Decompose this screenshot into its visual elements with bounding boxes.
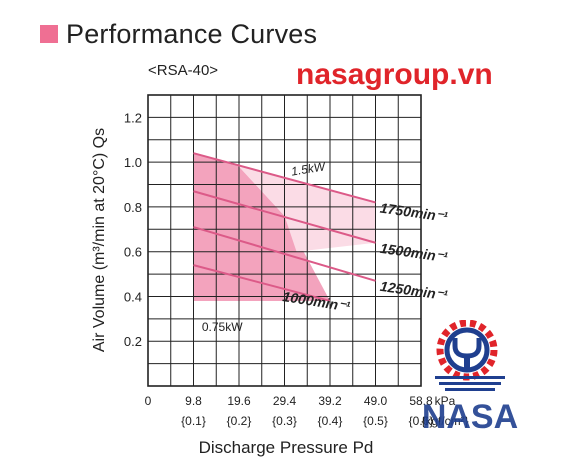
region-label: 1.5kW (290, 159, 327, 178)
y-tick-label: 0.2 (124, 334, 142, 349)
watermark-text: nasagroup.vn (296, 58, 493, 91)
x-tick-label: 19.6 (227, 394, 251, 408)
series-line (193, 152, 376, 204)
chart-grid (147, 94, 422, 387)
nasa-logo: NASA (422, 320, 518, 436)
x-tick-label: 0 (145, 394, 152, 408)
page-title: Performance Curves (66, 18, 318, 49)
series-line (193, 264, 331, 302)
x-tick-secondary-label: {0.6} (409, 414, 434, 428)
plot-frame (147, 94, 422, 387)
series-line (193, 226, 376, 282)
x-tick-secondary-label: {0.2} (227, 414, 252, 428)
x-unit-label: kPa (435, 394, 456, 408)
y-tick-label: 0.6 (124, 245, 142, 260)
x-tick-label: 58.8 (409, 394, 433, 408)
series-label: 1250min⁻¹ (379, 278, 449, 303)
heading-marker (40, 25, 58, 43)
logo-text: NASA (422, 398, 518, 436)
series-label: 1750min⁻¹ (379, 200, 449, 225)
x-tick-secondary-label: {0.5} (363, 414, 388, 428)
x-unit-secondary-label: {kgf/cm²} (421, 414, 468, 428)
series-label: 1500min⁻¹ (379, 240, 449, 265)
x-axis-title: Discharge Pressure Pd (199, 438, 374, 457)
x-tick-label: 9.8 (185, 394, 202, 408)
x-tick-secondary-label: {0.3} (272, 414, 297, 428)
y-axis-title: Air Volume (m³/min at 20°C) Qs (91, 128, 108, 352)
y-tick-label: 0.8 (124, 200, 142, 215)
x-tick-secondary-label: {0.4} (318, 414, 343, 428)
y-tick-label: 1.0 (124, 155, 142, 170)
x-tick-label: 49.0 (364, 394, 388, 408)
y-tick-label: 0.4 (124, 289, 142, 304)
chart-model-label: <RSA-40> (148, 62, 219, 79)
y-tick-label: 1.2 (124, 110, 142, 125)
gear-icon (436, 320, 498, 381)
waves-icon (435, 376, 505, 391)
x-tick-label: 29.4 (273, 394, 297, 408)
chart-series (193, 152, 376, 302)
series-line (193, 190, 376, 244)
x-tick-secondary-label: {0.1} (181, 414, 206, 428)
heading: Performance Curves (40, 17, 317, 51)
x-tick-label: 39.2 (318, 394, 342, 408)
region-label: 0.75kW (202, 320, 243, 334)
